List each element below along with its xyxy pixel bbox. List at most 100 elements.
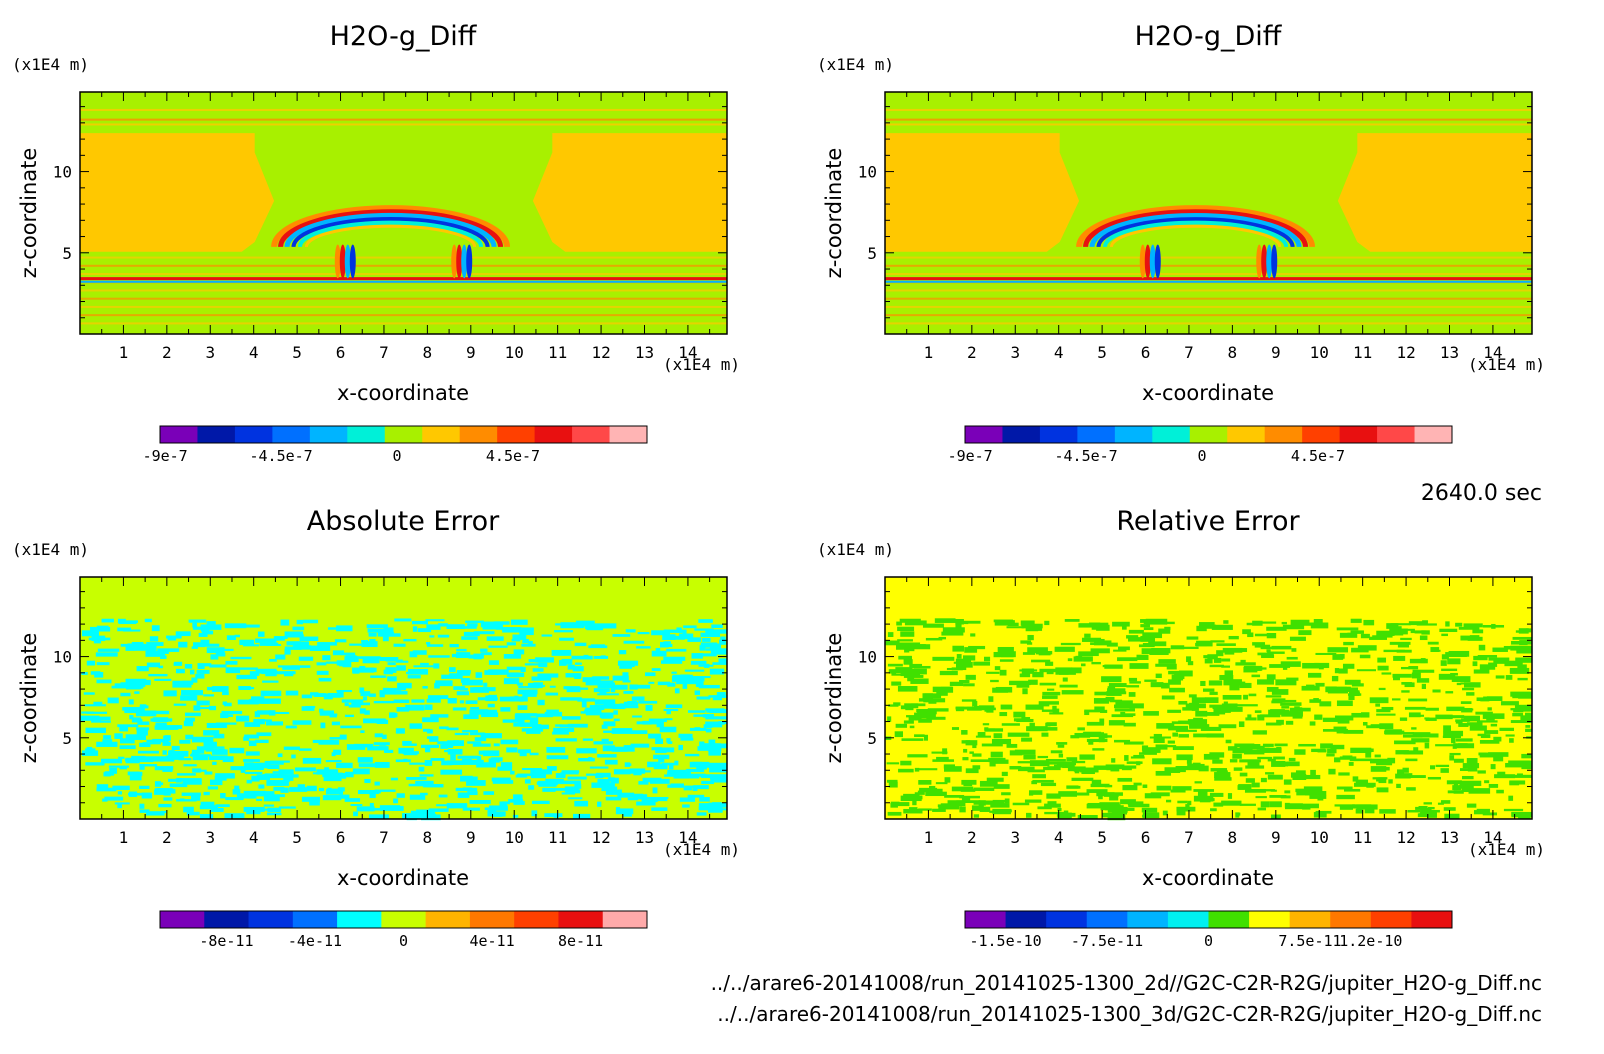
noise-blob	[625, 629, 636, 633]
noise-blob	[1283, 779, 1292, 785]
noise-blob	[1090, 648, 1110, 654]
noise-blob	[344, 656, 359, 663]
noise-blob	[513, 800, 525, 805]
noise-blob	[922, 623, 944, 628]
noise-blob	[1424, 717, 1430, 720]
noise-blob	[555, 738, 577, 742]
colorbar-tick-label: -9e-7	[948, 447, 993, 465]
field-band	[885, 305, 1532, 308]
noise-blob	[949, 681, 964, 687]
noise-blob	[1114, 708, 1136, 712]
noise-blob	[225, 797, 244, 801]
x-tick-label: 8	[1228, 343, 1238, 362]
noise-blob	[488, 645, 508, 648]
noise-blob	[1057, 744, 1065, 748]
noise-blob	[186, 811, 200, 816]
noise-blob	[403, 638, 417, 642]
noise-blob	[1280, 661, 1301, 667]
noise-blob	[1376, 713, 1396, 716]
colorbar-tick-label: -7.5e-11	[1071, 932, 1143, 950]
x-tick-label: 4	[1054, 828, 1064, 847]
noise-blob	[1525, 725, 1531, 728]
noise-blob	[190, 794, 201, 801]
noise-blob	[236, 793, 257, 799]
noise-blob	[1366, 725, 1381, 729]
noise-blob	[1468, 788, 1491, 794]
noise-blob	[190, 754, 197, 757]
noise-blob	[955, 706, 974, 710]
colorbar-frame	[159, 910, 648, 929]
noise-blob	[685, 771, 691, 777]
colorbar-swatch	[1377, 426, 1416, 443]
noise-blob	[1221, 665, 1231, 668]
noise-blob	[1045, 661, 1054, 666]
noise-blob	[318, 740, 340, 745]
noise-blob	[1124, 741, 1144, 745]
noise-blob	[1170, 789, 1186, 793]
noise-blob	[925, 791, 947, 797]
noise-blob	[1243, 694, 1249, 700]
noise-blob	[1239, 759, 1261, 763]
noise-blob	[267, 764, 280, 770]
noise-blob	[1276, 719, 1284, 725]
noise-blob	[1266, 633, 1277, 639]
noise-blob	[421, 814, 441, 821]
noise-blob	[1451, 676, 1471, 682]
noise-blob	[1355, 808, 1364, 814]
noise-blob	[1019, 673, 1031, 678]
noise-blob	[291, 665, 311, 668]
noise-blob	[174, 661, 183, 666]
noise-blob	[571, 655, 593, 660]
noise-blob	[207, 786, 219, 790]
noise-blob	[382, 734, 387, 739]
noise-blob	[333, 749, 342, 755]
noise-blob	[1049, 712, 1064, 715]
noise-blob	[220, 793, 226, 799]
noise-blob	[96, 662, 110, 666]
noise-blob	[555, 724, 563, 727]
noise-blob	[1426, 811, 1437, 818]
noise-blob	[190, 694, 196, 699]
noise-blob	[492, 780, 514, 784]
plume-stem	[1266, 244, 1273, 279]
noise-blob	[1155, 770, 1172, 776]
noise-blob	[1439, 628, 1458, 633]
noise-blob	[892, 802, 910, 807]
noise-blob	[888, 669, 897, 674]
noise-blob	[81, 671, 88, 675]
noise-blob	[236, 715, 250, 722]
noise-blob	[711, 624, 723, 628]
colorbar-swatch	[534, 426, 573, 443]
x-tick-label: 1	[924, 828, 934, 847]
noise-blob	[387, 690, 402, 693]
noise-blob	[580, 711, 602, 714]
noise-blob	[503, 678, 520, 685]
noise-blob	[905, 705, 914, 711]
noise-blob	[488, 805, 508, 811]
noise-blob	[551, 787, 570, 791]
noise-blob	[1235, 812, 1240, 818]
noise-blob	[623, 690, 634, 694]
noise-blob	[1359, 654, 1371, 659]
noise-blob	[1447, 658, 1461, 665]
noise-blob	[1203, 655, 1209, 659]
noise-blob	[1067, 767, 1082, 772]
noise-blob	[616, 807, 621, 810]
field-band	[885, 289, 1532, 292]
noise-blob	[283, 746, 300, 750]
noise-blob	[614, 746, 635, 752]
noise-blob	[467, 623, 478, 627]
noise-blob	[574, 800, 589, 807]
noise-blob	[1262, 743, 1274, 747]
noise-blob	[1295, 788, 1311, 793]
noise-blob	[1355, 779, 1369, 786]
noise-blob	[1286, 677, 1299, 681]
noise-blob	[1338, 668, 1348, 674]
noise-blob	[519, 724, 542, 727]
x-tick-label: 2	[967, 828, 977, 847]
x-tick-label: 14	[1483, 343, 1502, 362]
field-band-strong	[80, 277, 727, 281]
noise-blob	[1155, 744, 1168, 750]
noise-blob	[630, 743, 650, 748]
noise-blob	[1209, 664, 1224, 668]
